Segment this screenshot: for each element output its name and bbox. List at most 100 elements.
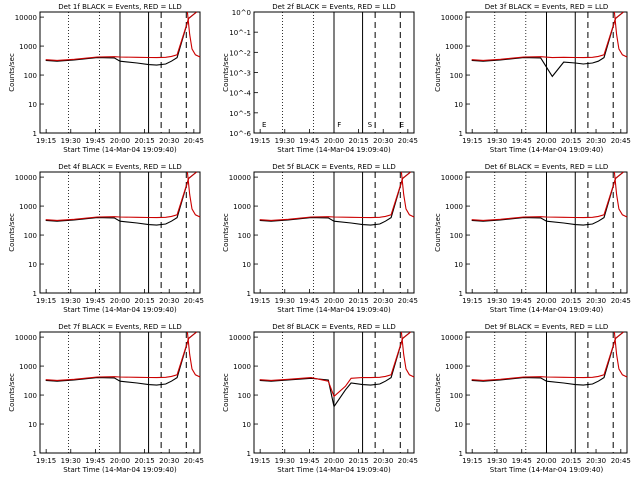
x-axis-label: Start Time (14-Mar-04 19:09:40) [63, 306, 177, 314]
y-tick-label: 10^0 [232, 9, 251, 17]
chart-title: Det 1f BLACK = Events, RED = LLD [58, 3, 181, 11]
series-line-events [259, 171, 411, 226]
y-tick-label: 10^-3 [229, 70, 251, 78]
series-line-lld-tail [186, 11, 201, 58]
x-tick-label: 19:15 [250, 297, 270, 305]
series-line-lld [45, 171, 197, 221]
y-axis-label: Counts/sec [434, 53, 442, 92]
y-axis-label: Counts/sec [222, 213, 230, 252]
x-tick-label: 20:45 [398, 457, 418, 465]
x-tick-label: 19:45 [299, 137, 319, 145]
y-tick-label: 100 [450, 72, 463, 80]
x-tick-label: 20:15 [135, 457, 155, 465]
x-tick-label: 19:30 [275, 137, 295, 145]
x-tick-label: 20:30 [586, 457, 606, 465]
series-line-lld [45, 331, 197, 381]
y-tick-label: 100 [238, 232, 251, 240]
x-tick-label: 20:15 [349, 457, 369, 465]
y-tick-label: 1 [33, 290, 37, 298]
y-axis-label: Counts/sec [8, 53, 16, 92]
x-tick-label: 19:45 [85, 297, 105, 305]
series-line-lld [45, 11, 197, 61]
x-tick-label: 20:15 [135, 297, 155, 305]
y-tick-label: 100 [450, 232, 463, 240]
x-axis-label: Start Time (14-Mar-04 19:09:40) [63, 466, 177, 474]
y-tick-label: 1 [33, 130, 37, 138]
series-line-events [45, 11, 197, 66]
x-tick-label: 19:30 [275, 297, 295, 305]
chart-title: Det 6f BLACK = Events, RED = LLD [485, 163, 608, 171]
x-tick-label: 20:30 [373, 297, 393, 305]
x-axis-label: Start Time (14-Mar-04 19:09:40) [490, 466, 604, 474]
x-tick-label: 19:30 [275, 457, 295, 465]
y-tick-label: 1 [459, 450, 463, 458]
series-line-lld [471, 171, 624, 221]
x-axis-label: Start Time (14-Mar-04 19:09:40) [63, 146, 177, 154]
x-tick-label: 19:15 [36, 457, 56, 465]
y-tick-label: 1000 [19, 363, 37, 371]
series-line-lld-tail [186, 331, 201, 378]
x-tick-label: 20:15 [561, 457, 581, 465]
y-tick-label: 10^-5 [229, 110, 251, 118]
y-tick-label: 1 [247, 290, 251, 298]
y-tick-label: 10 [28, 421, 37, 429]
x-tick-label: 20:15 [349, 297, 369, 305]
y-tick-label: 10000 [441, 334, 463, 342]
x-tick-label: 20:45 [611, 457, 631, 465]
x-tick-label: 20:30 [159, 297, 179, 305]
x-tick-label: 20:00 [536, 297, 556, 305]
y-tick-label: 1 [33, 450, 37, 458]
y-tick-label: 10 [28, 261, 37, 269]
y-tick-label: 10^-1 [229, 29, 251, 37]
series-line-events [471, 331, 624, 386]
x-tick-label: 20:15 [561, 137, 581, 145]
x-tick-label: 19:30 [487, 297, 507, 305]
x-tick-label: 20:30 [159, 137, 179, 145]
series-line-events [259, 331, 411, 408]
y-axis-label: Counts/sec [434, 373, 442, 412]
x-tick-label: 20:30 [586, 137, 606, 145]
series-line-lld-tail [400, 331, 415, 378]
marker-letter: E [262, 121, 266, 129]
series-line-lld-tail [613, 11, 628, 58]
x-tick-label: 20:30 [586, 297, 606, 305]
y-tick-label: 10000 [15, 14, 37, 22]
y-tick-label: 10000 [15, 334, 37, 342]
x-tick-label: 19:15 [250, 457, 270, 465]
x-tick-label: 20:45 [398, 297, 418, 305]
x-tick-label: 19:45 [512, 297, 532, 305]
x-tick-label: 19:45 [85, 137, 105, 145]
y-axis-label: Counts/sec [222, 373, 230, 412]
series-line-lld [259, 331, 411, 398]
x-tick-label: 20:45 [184, 297, 204, 305]
x-tick-label: 20:30 [159, 457, 179, 465]
y-tick-label: 10000 [441, 14, 463, 22]
chart-title: Det 8f BLACK = Events, RED = LLD [272, 323, 395, 331]
y-axis-label: Counts/sec [434, 213, 442, 252]
y-tick-label: 100 [24, 72, 37, 80]
y-tick-label: 1000 [19, 43, 37, 51]
chart-title: Det 5f BLACK = Events, RED = LLD [272, 163, 395, 171]
x-tick-label: 19:45 [512, 457, 532, 465]
y-tick-label: 1000 [233, 363, 251, 371]
x-tick-label: 20:15 [349, 137, 369, 145]
x-tick-label: 20:00 [110, 297, 130, 305]
chart-title: Det 7f BLACK = Events, RED = LLD [58, 323, 181, 331]
x-tick-label: 19:15 [462, 137, 482, 145]
marker-letter: F [337, 121, 341, 129]
y-tick-label: 1 [459, 130, 463, 138]
y-tick-label: 10^-6 [229, 130, 251, 138]
y-tick-label: 1 [459, 290, 463, 298]
series-line-lld-tail [186, 171, 201, 218]
y-tick-label: 10000 [229, 334, 251, 342]
x-tick-label: 20:45 [398, 137, 418, 145]
x-tick-label: 19:15 [36, 297, 56, 305]
series-line-lld-tail [400, 171, 415, 218]
x-tick-label: 20:45 [611, 297, 631, 305]
y-tick-label: 1000 [445, 363, 463, 371]
x-tick-label: 20:00 [536, 457, 556, 465]
y-tick-label: 10^-2 [229, 49, 251, 57]
y-tick-label: 10^-4 [229, 90, 251, 98]
